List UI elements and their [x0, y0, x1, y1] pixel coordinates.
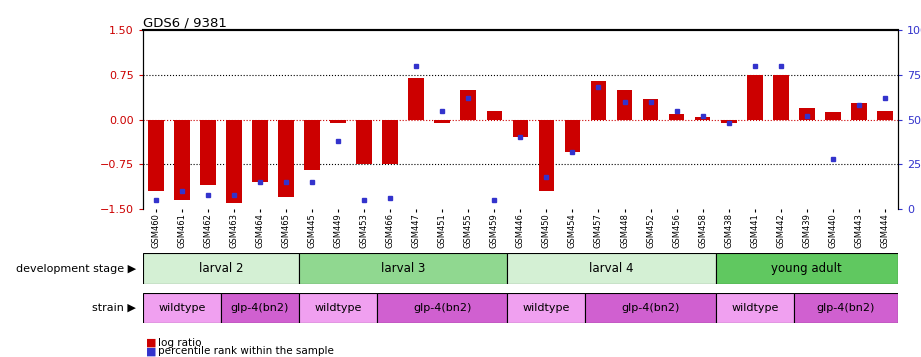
- Text: glp-4(bn2): glp-4(bn2): [413, 303, 472, 313]
- Bar: [252, 120, 268, 182]
- Bar: [299, 253, 507, 284]
- Bar: [377, 293, 507, 323]
- Bar: [278, 120, 294, 197]
- Bar: [226, 120, 241, 203]
- Bar: [200, 120, 216, 185]
- Bar: [565, 120, 580, 152]
- Text: wildtype: wildtype: [314, 303, 362, 313]
- Bar: [586, 293, 716, 323]
- Bar: [539, 120, 554, 191]
- Text: young adult: young adult: [772, 262, 842, 275]
- Bar: [799, 108, 815, 120]
- Bar: [143, 293, 221, 323]
- Bar: [590, 81, 606, 120]
- Text: larval 2: larval 2: [199, 262, 243, 275]
- Text: glp-4(bn2): glp-4(bn2): [622, 303, 680, 313]
- Bar: [747, 75, 763, 120]
- Text: log ratio: log ratio: [158, 338, 202, 348]
- Bar: [716, 253, 898, 284]
- Bar: [356, 120, 372, 164]
- Text: glp-4(bn2): glp-4(bn2): [231, 303, 289, 313]
- Bar: [851, 103, 867, 120]
- Bar: [143, 253, 299, 284]
- Bar: [877, 111, 892, 120]
- Bar: [148, 120, 164, 191]
- Bar: [174, 120, 190, 200]
- Text: wildtype: wildtype: [523, 303, 570, 313]
- Bar: [669, 114, 684, 120]
- Bar: [460, 90, 476, 120]
- Bar: [486, 111, 502, 120]
- Bar: [408, 78, 424, 120]
- Text: larval 4: larval 4: [589, 262, 634, 275]
- Bar: [716, 293, 794, 323]
- Bar: [304, 120, 320, 170]
- Bar: [221, 293, 299, 323]
- Bar: [794, 293, 898, 323]
- Text: glp-4(bn2): glp-4(bn2): [817, 303, 875, 313]
- Text: GDS6 / 9381: GDS6 / 9381: [143, 16, 227, 29]
- Bar: [382, 120, 398, 164]
- Bar: [773, 75, 788, 120]
- Bar: [643, 99, 659, 120]
- Bar: [825, 112, 841, 120]
- Bar: [435, 120, 450, 122]
- Bar: [331, 120, 346, 122]
- Text: wildtype: wildtype: [158, 303, 205, 313]
- Bar: [299, 293, 377, 323]
- Bar: [507, 293, 586, 323]
- Bar: [617, 90, 633, 120]
- Bar: [721, 120, 737, 122]
- Bar: [513, 120, 528, 137]
- Text: development stage ▶: development stage ▶: [17, 263, 136, 274]
- Text: ■: ■: [146, 338, 156, 348]
- Bar: [507, 253, 716, 284]
- Text: wildtype: wildtype: [731, 303, 778, 313]
- Text: strain ▶: strain ▶: [92, 303, 136, 313]
- Text: ■: ■: [146, 346, 156, 356]
- Text: percentile rank within the sample: percentile rank within the sample: [158, 346, 334, 356]
- Bar: [694, 117, 710, 120]
- Text: larval 3: larval 3: [381, 262, 426, 275]
